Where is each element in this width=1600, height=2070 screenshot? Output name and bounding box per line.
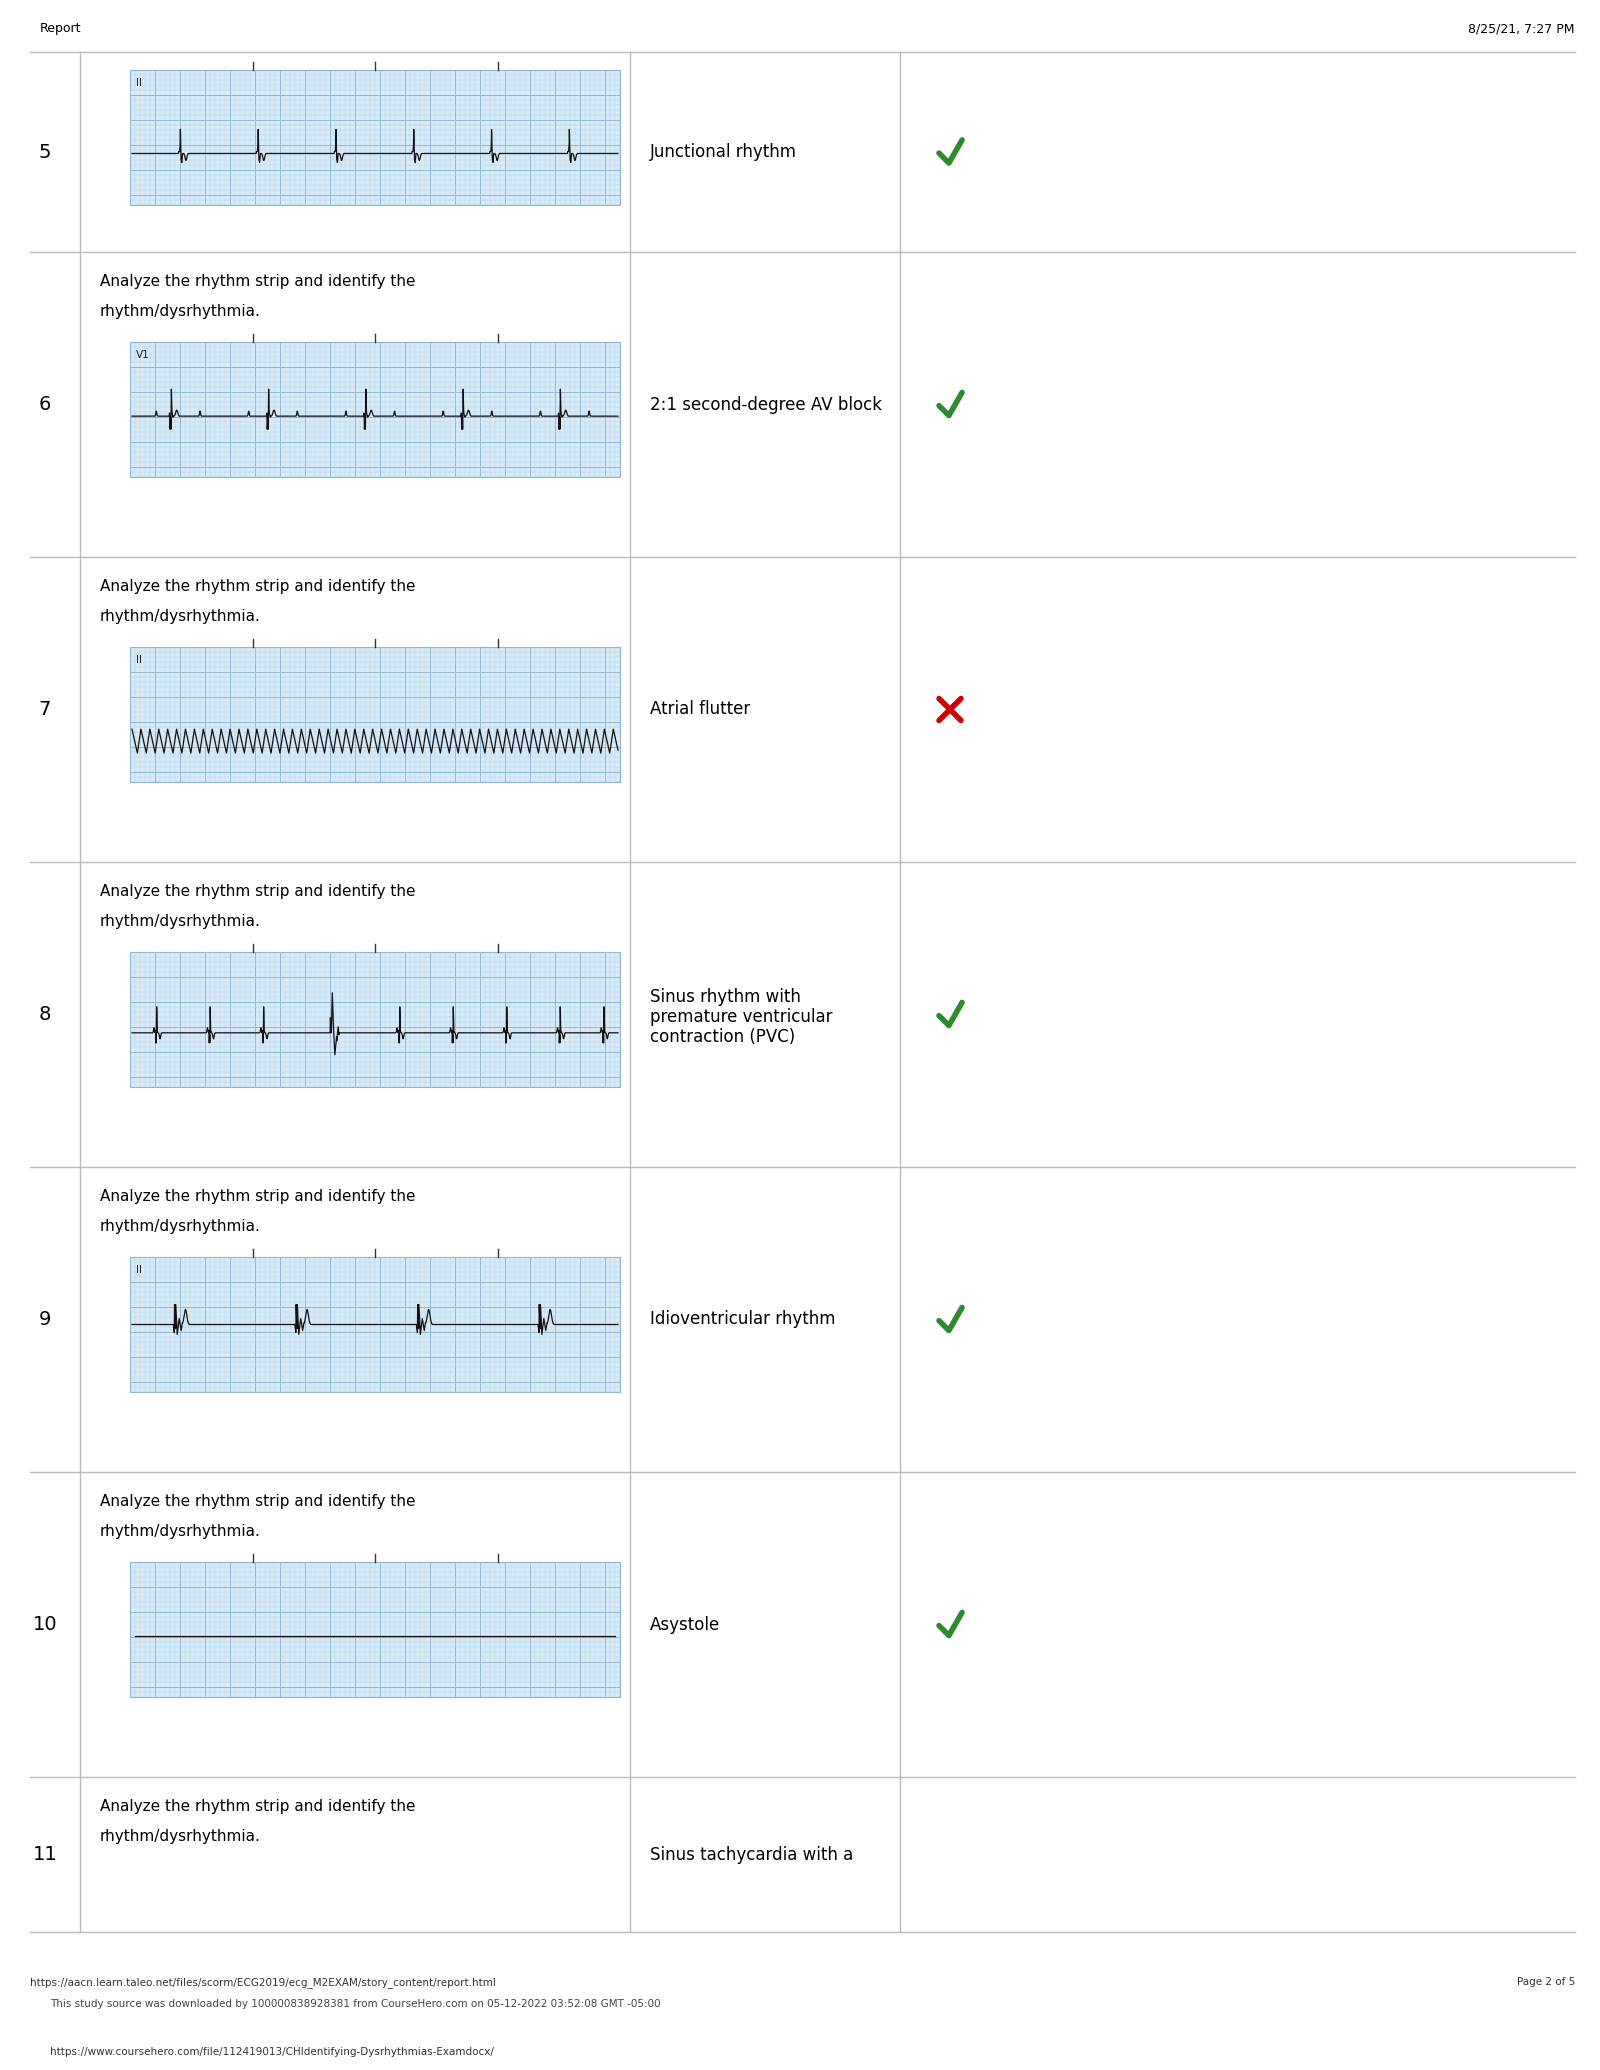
Text: rhythm/dysrhythmia.: rhythm/dysrhythmia. — [99, 1830, 261, 1844]
Bar — [130, 1563, 621, 1697]
Text: Sinus rhythm with: Sinus rhythm with — [650, 987, 802, 1006]
Text: 2:1 second-degree AV block: 2:1 second-degree AV block — [650, 395, 882, 414]
Text: 9: 9 — [38, 1310, 51, 1329]
Text: This study source was downloaded by 100000838928381 from CourseHero.com on 05-12: This study source was downloaded by 1000… — [50, 2000, 661, 2010]
Text: 10: 10 — [32, 1615, 58, 1633]
Text: Atrial flutter: Atrial flutter — [650, 700, 750, 718]
Text: 6: 6 — [38, 395, 51, 414]
Bar — [130, 952, 621, 1087]
Text: rhythm/dysrhythmia.: rhythm/dysrhythmia. — [99, 1524, 261, 1538]
Text: Asystole: Asystole — [650, 1615, 720, 1633]
Text: Page 2 of 5: Page 2 of 5 — [1517, 1977, 1574, 1987]
Text: Analyze the rhythm strip and identify the: Analyze the rhythm strip and identify th… — [99, 1495, 416, 1509]
Text: 8: 8 — [38, 1006, 51, 1025]
Text: rhythm/dysrhythmia.: rhythm/dysrhythmia. — [99, 915, 261, 929]
Text: Analyze the rhythm strip and identify the: Analyze the rhythm strip and identify th… — [99, 1799, 416, 1813]
Bar — [130, 648, 621, 782]
Text: Sinus tachycardia with a: Sinus tachycardia with a — [650, 1846, 853, 1863]
Text: contraction (PVC): contraction (PVC) — [650, 1027, 795, 1045]
Text: rhythm/dysrhythmia.: rhythm/dysrhythmia. — [99, 304, 261, 319]
Bar — [130, 1256, 621, 1391]
Text: Idioventricular rhythm: Idioventricular rhythm — [650, 1310, 835, 1329]
Text: rhythm/dysrhythmia.: rhythm/dysrhythmia. — [99, 609, 261, 623]
Text: https://www.coursehero.com/file/112419013/CHIdentifying-Dysrhythmias-Examdocx/: https://www.coursehero.com/file/11241901… — [50, 2047, 494, 2058]
Text: II: II — [136, 654, 142, 664]
Text: Report: Report — [40, 23, 82, 35]
Text: Analyze the rhythm strip and identify the: Analyze the rhythm strip and identify th… — [99, 884, 416, 898]
Text: Analyze the rhythm strip and identify the: Analyze the rhythm strip and identify th… — [99, 1188, 416, 1205]
Bar — [130, 70, 621, 205]
Text: II: II — [136, 1265, 142, 1275]
Text: Analyze the rhythm strip and identify the: Analyze the rhythm strip and identify th… — [99, 273, 416, 290]
Text: Junctional rhythm: Junctional rhythm — [650, 143, 797, 161]
Text: 5: 5 — [38, 143, 51, 161]
Text: II: II — [136, 79, 142, 89]
Text: 8/25/21, 7:27 PM: 8/25/21, 7:27 PM — [1469, 23, 1574, 35]
Bar — [130, 342, 621, 476]
Text: https://aacn.learn.taleo.net/files/scorm/ECG2019/ecg_M2EXAM/story_content/report: https://aacn.learn.taleo.net/files/scorm… — [30, 1977, 496, 1987]
Text: rhythm/dysrhythmia.: rhythm/dysrhythmia. — [99, 1219, 261, 1234]
Text: 11: 11 — [32, 1844, 58, 1863]
Text: Analyze the rhythm strip and identify the: Analyze the rhythm strip and identify th… — [99, 580, 416, 594]
Text: 7: 7 — [38, 700, 51, 718]
Text: V1: V1 — [136, 350, 150, 360]
Text: premature ventricular: premature ventricular — [650, 1008, 832, 1025]
